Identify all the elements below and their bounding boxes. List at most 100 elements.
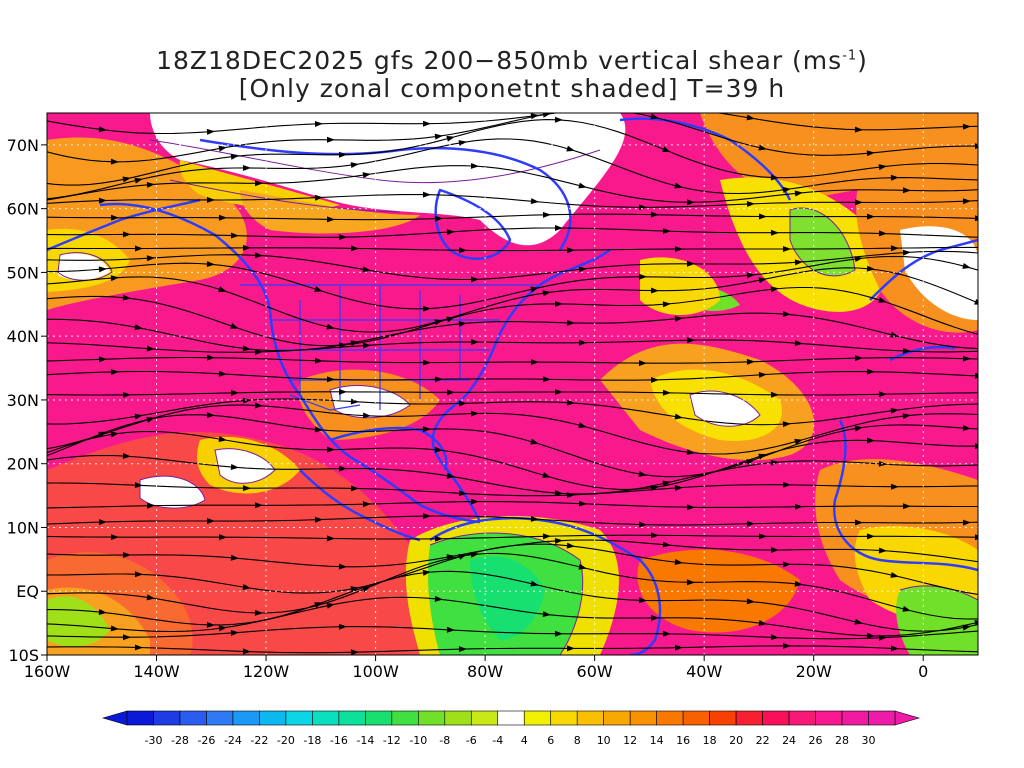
streamline-arrow <box>686 504 695 511</box>
streamline-arrow <box>746 459 755 465</box>
streamline-arrow <box>686 260 695 267</box>
streamline-arrow <box>662 541 671 548</box>
colorbar-label: 10 <box>597 734 611 747</box>
streamline-arrow <box>134 644 143 651</box>
streamline-arrow <box>458 490 467 497</box>
colorbar-swatch <box>206 710 234 726</box>
streamline-arrow <box>566 145 575 152</box>
streamline-arrow <box>650 484 659 491</box>
streamline-arrow <box>554 537 563 544</box>
colorbar-label: 24 <box>782 734 796 747</box>
colorbar-label: -14 <box>356 734 374 747</box>
streamline-arrow <box>794 190 803 197</box>
colorbar-label: 30 <box>862 734 876 747</box>
colorbar-label: -16 <box>330 734 348 747</box>
streamline-arrow <box>422 359 431 366</box>
streamline-arrow <box>110 275 119 282</box>
x-tick-label: 0 <box>918 662 928 681</box>
streamline-arrow <box>362 172 371 179</box>
colorbar-label: 12 <box>623 734 637 747</box>
streamline-arrow <box>962 198 971 205</box>
streamline-arrow <box>314 194 323 201</box>
streamline <box>47 312 978 352</box>
streamline-arrow <box>566 247 575 254</box>
streamline-arrow <box>122 391 131 398</box>
streamline-arrow <box>434 133 443 140</box>
streamline-arrow <box>338 151 347 158</box>
colorbar-swatch <box>735 710 763 726</box>
streamline-arrow <box>746 201 755 208</box>
streamline-arrow <box>98 431 107 438</box>
colorbar-swatch <box>841 710 869 726</box>
colorbar-label: -8 <box>439 734 450 747</box>
colorbar-label: 16 <box>676 734 690 747</box>
streamline-arrow <box>890 407 899 414</box>
x-tick-label: 60W <box>577 662 613 681</box>
colorbar-swatch <box>603 710 631 726</box>
streamline-arrow <box>134 482 143 489</box>
shade-orange-canada <box>240 190 420 234</box>
shade-green-epac <box>47 596 110 647</box>
streamline-arrow <box>218 625 227 632</box>
streamline-arrow <box>350 162 359 169</box>
streamline-arrow <box>578 339 587 346</box>
streamline-arrow <box>314 602 323 608</box>
shade-yellow-arctic <box>179 160 340 211</box>
streamline <box>47 543 978 595</box>
streamline-arrow <box>578 182 587 189</box>
streamline-arrow <box>122 453 131 460</box>
colorbar-swatch <box>470 710 499 726</box>
colorbar-swatch <box>365 710 393 726</box>
streamline-arrow <box>542 211 551 218</box>
streamline-arrow <box>242 648 251 655</box>
colorbar-swatch <box>418 710 446 726</box>
streamline-arrow <box>434 376 443 383</box>
streamline-arrow <box>674 644 683 651</box>
streamline-arrow <box>638 597 647 604</box>
streamline-arrow <box>98 609 107 616</box>
streamline-arrow <box>650 614 659 621</box>
streamline-arrow <box>362 342 371 349</box>
streamline-arrow <box>878 230 887 237</box>
streamline-arrow <box>350 245 359 252</box>
streamline-arrow <box>254 180 263 187</box>
streamline-arrow <box>446 229 455 236</box>
coastlines <box>47 117 978 655</box>
streamline <box>47 227 978 238</box>
streamline-arrow <box>902 347 911 354</box>
y-tick-label: 60N <box>7 200 39 219</box>
colorbar-swatch <box>285 710 313 726</box>
streamline-arrow <box>434 535 443 542</box>
streamline <box>47 430 978 490</box>
streamline-arrow <box>542 290 551 297</box>
streamline-arrow <box>206 518 215 525</box>
streamline-arrow <box>530 515 539 522</box>
streamline-arrow <box>446 135 455 142</box>
colorbar-label: 28 <box>835 734 849 747</box>
streamline-arrow <box>110 431 119 438</box>
streamline-arrow <box>110 625 119 632</box>
shaded-field <box>47 113 978 655</box>
streamline-arrow <box>230 153 239 160</box>
streamline-arrow <box>974 215 978 222</box>
streamline <box>47 286 978 347</box>
streamline-arrow <box>206 412 215 419</box>
streamline-arrow <box>674 413 683 420</box>
streamline-arrow <box>458 554 467 560</box>
streamline-arrow <box>242 485 251 492</box>
streamline-arrow <box>878 297 887 303</box>
x-tick-label: 40W <box>686 662 722 681</box>
streamline-arrow <box>770 546 779 553</box>
contour-line <box>149 139 601 184</box>
colorbar-label: -20 <box>277 734 295 747</box>
streamline-arrow <box>446 389 455 396</box>
streamline-arrow <box>446 554 455 561</box>
streamline-arrow <box>638 470 647 477</box>
streamline-arrow <box>530 438 539 445</box>
streamline-arrow <box>326 376 335 383</box>
streamline-arrow <box>326 535 335 542</box>
streamline-arrow <box>326 602 335 609</box>
coast-south-america <box>429 516 662 655</box>
streamline-arrow <box>662 227 671 234</box>
streamline-arrow <box>98 197 107 204</box>
